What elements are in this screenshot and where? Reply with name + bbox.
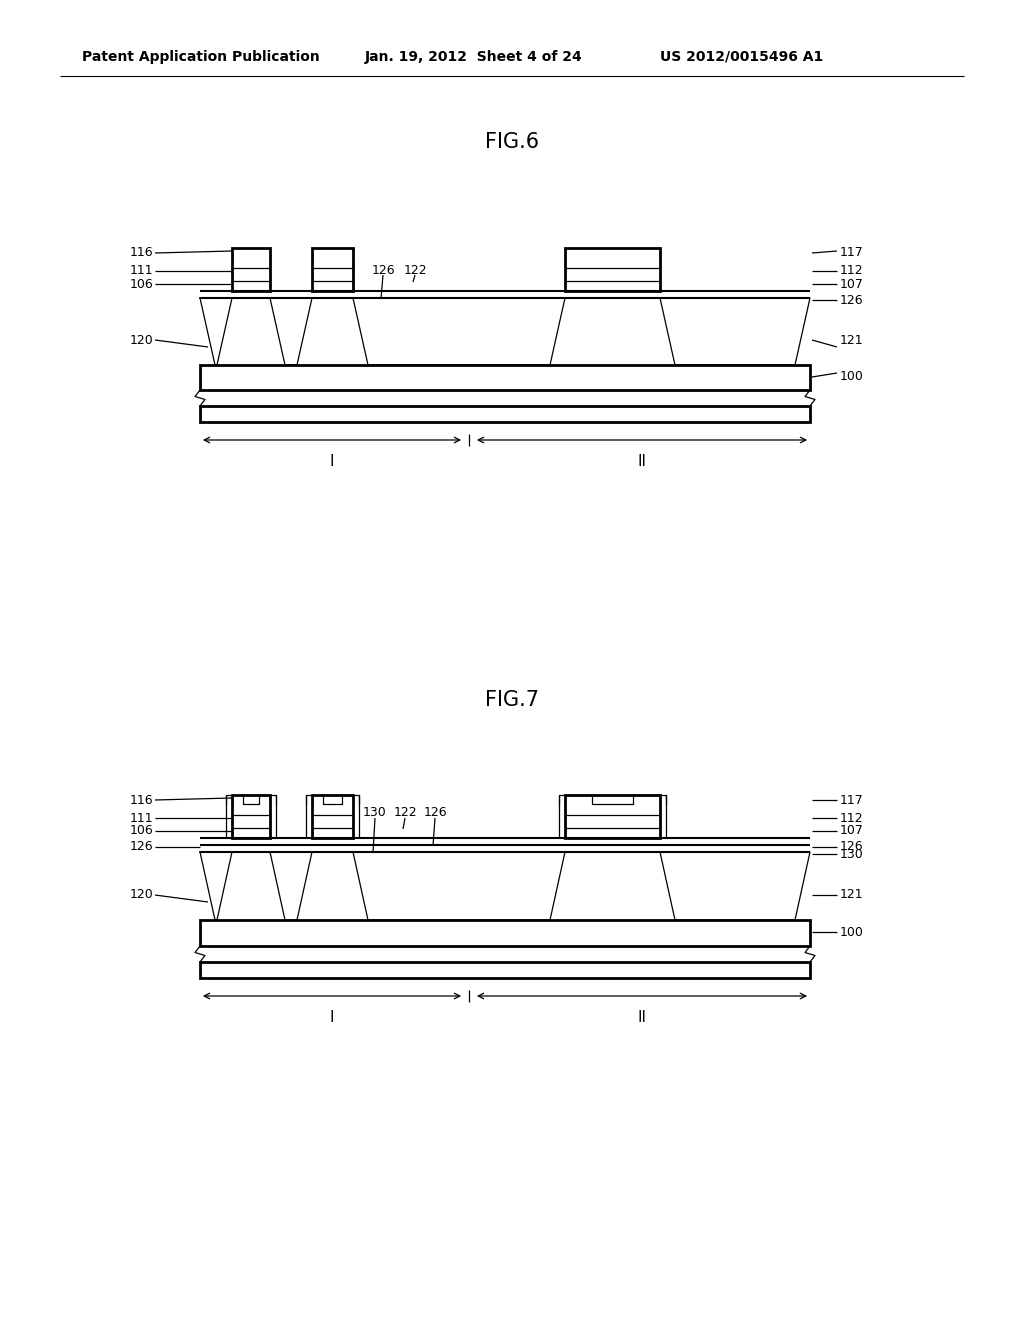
Text: 100: 100: [840, 925, 864, 939]
Text: 116: 116: [129, 247, 153, 260]
Text: 130: 130: [364, 807, 387, 820]
Text: 126: 126: [840, 841, 863, 854]
Text: I: I: [330, 454, 334, 469]
Text: US 2012/0015496 A1: US 2012/0015496 A1: [660, 50, 823, 63]
Bar: [200, 366, 810, 389]
Text: 100: 100: [840, 371, 864, 384]
Text: 120: 120: [129, 334, 153, 346]
Text: 121: 121: [840, 334, 863, 346]
Text: 112: 112: [840, 264, 863, 277]
Text: 126: 126: [129, 841, 153, 854]
Text: 122: 122: [403, 264, 427, 276]
Text: 130: 130: [840, 847, 864, 861]
Text: 107: 107: [840, 277, 864, 290]
Text: Jan. 19, 2012  Sheet 4 of 24: Jan. 19, 2012 Sheet 4 of 24: [365, 50, 583, 63]
Text: 121: 121: [840, 888, 863, 902]
Text: 106: 106: [129, 277, 153, 290]
Text: 126: 126: [371, 264, 395, 276]
Text: 112: 112: [840, 812, 863, 825]
Bar: [565, 795, 660, 838]
Bar: [232, 248, 270, 290]
Text: 111: 111: [129, 812, 153, 825]
Text: 107: 107: [840, 825, 864, 837]
Bar: [565, 248, 660, 290]
Text: 126: 126: [840, 293, 863, 306]
Text: II: II: [638, 454, 646, 469]
Bar: [312, 248, 353, 290]
Bar: [312, 795, 353, 838]
Text: 117: 117: [840, 247, 864, 260]
Bar: [200, 920, 810, 946]
Text: FIG.7: FIG.7: [485, 690, 539, 710]
Text: 126: 126: [423, 807, 446, 820]
Text: 122: 122: [393, 807, 417, 820]
Bar: [200, 962, 810, 978]
Text: II: II: [638, 1010, 646, 1026]
Bar: [232, 795, 270, 838]
Text: 120: 120: [129, 888, 153, 902]
Text: 111: 111: [129, 264, 153, 277]
Text: I: I: [330, 1010, 334, 1026]
Bar: [200, 407, 810, 422]
Text: 116: 116: [129, 793, 153, 807]
Text: FIG.6: FIG.6: [485, 132, 539, 152]
Text: 117: 117: [840, 793, 864, 807]
Text: 106: 106: [129, 825, 153, 837]
Text: Patent Application Publication: Patent Application Publication: [82, 50, 319, 63]
